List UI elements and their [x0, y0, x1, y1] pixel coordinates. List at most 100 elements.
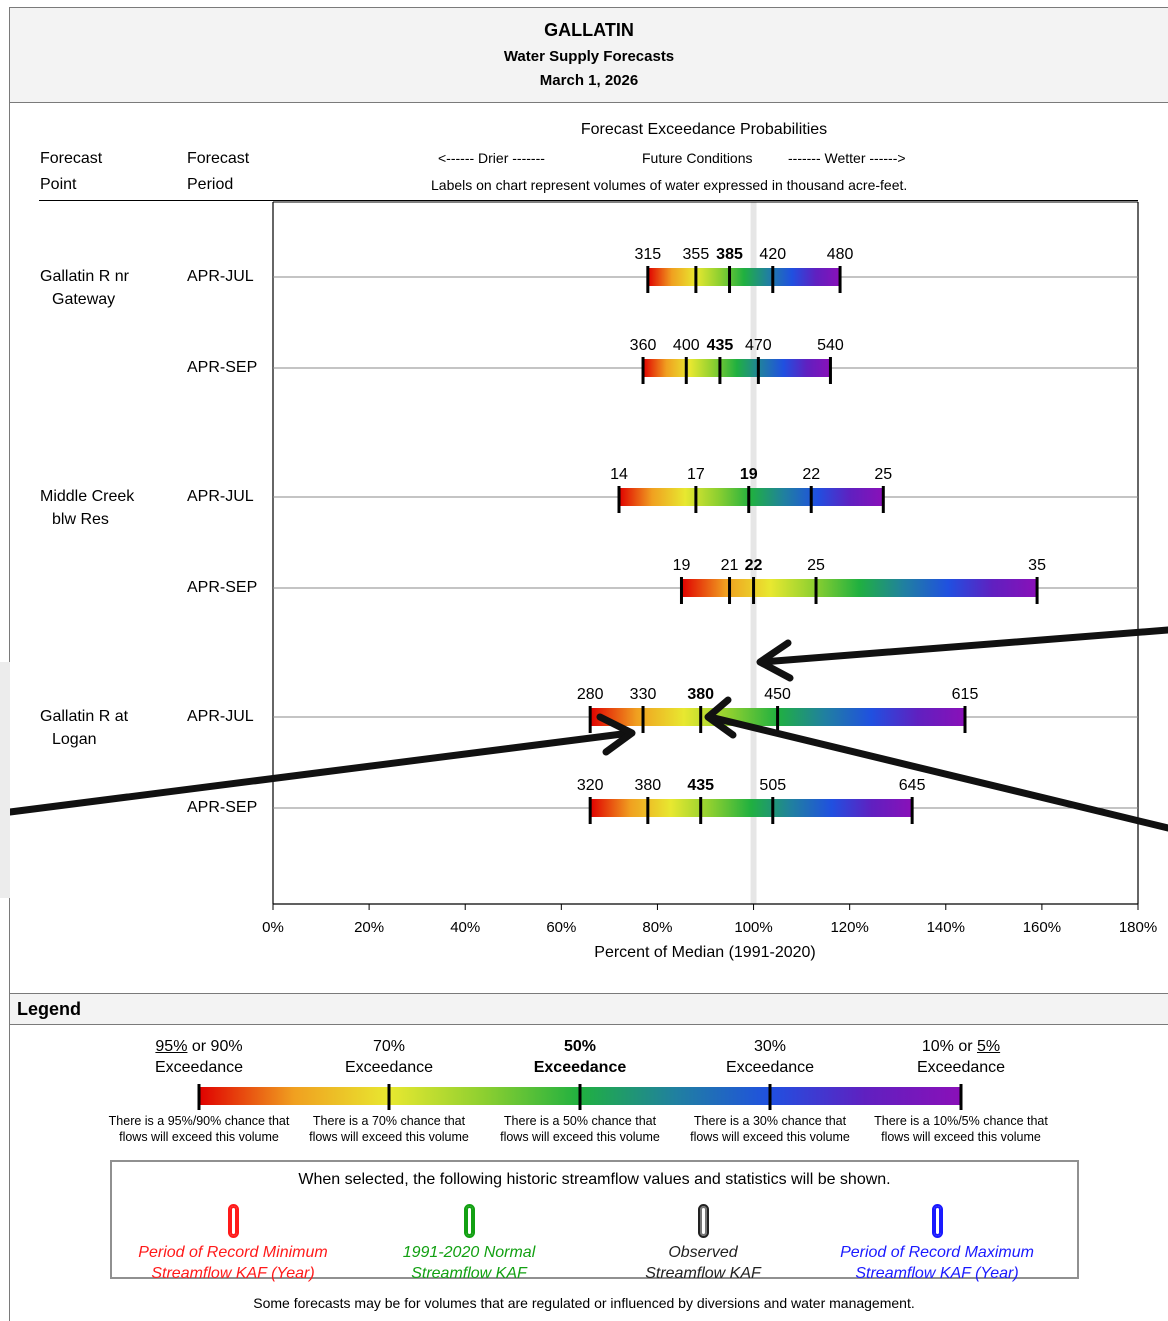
volume-label: 400 — [673, 337, 700, 354]
volume-label: 315 — [634, 246, 661, 263]
volume-label: 19 — [740, 466, 758, 483]
volume-label: 25 — [874, 466, 892, 483]
volume-label: 280 — [577, 686, 604, 703]
drier-label: <------ Drier ------- — [438, 150, 545, 166]
x-tick-label: 120% — [830, 919, 868, 936]
legend-exceedance-description: There is a 50% chance that flows will exc… — [500, 1114, 660, 1144]
volume-label: 435 — [687, 777, 714, 794]
forecast-point-label-line: Gateway — [52, 291, 116, 308]
historic-stat-item: Period of Record Minimum Streamflow KAF (… — [118, 1204, 348, 1284]
x-tick-label: 0% — [262, 919, 284, 936]
forecast-point-label-line: blw Res — [52, 511, 109, 528]
report-date: March 1, 2026 — [539, 72, 639, 89]
basin-title: GALLATIN — [544, 20, 634, 40]
volume-label: 540 — [817, 337, 844, 354]
forecast-period-label: APR-SEP — [187, 359, 258, 376]
volume-label: 25 — [807, 557, 825, 574]
volume-label: 645 — [899, 777, 926, 794]
x-axis-title: Percent of Median (1991-2020) — [594, 944, 815, 961]
forecast-period-heading-line2: Period — [187, 176, 234, 193]
forecast-point-heading: Forecast Point — [40, 146, 102, 198]
legend-gradient-bar — [197, 1084, 963, 1110]
forecast-bar — [619, 488, 884, 506]
forecast-point-label-line: Middle Creek — [40, 488, 135, 505]
report-subtitle: Water Supply Forecasts — [503, 48, 675, 65]
regulation-footnote: Some forecasts may be for volumes that a… — [253, 1295, 915, 1311]
x-tick-label: 180% — [1119, 919, 1157, 936]
historic-stat-item: Observed Streamflow KAF — [588, 1204, 818, 1284]
volume-label: 21 — [721, 557, 739, 574]
volume-label: 505 — [759, 777, 786, 794]
historic-stat-item: Period of Record Maximum Streamflow KAF (… — [822, 1204, 1052, 1284]
forecast-bar — [647, 268, 841, 286]
streamflow-marker-icon — [463, 1204, 475, 1238]
forecast-period-heading: Forecast Period — [187, 146, 249, 198]
volume-label: 435 — [707, 337, 734, 354]
volume-label: 470 — [745, 337, 772, 354]
header-rule — [39, 200, 1138, 201]
x-tick-label: 140% — [927, 919, 965, 936]
volume-units-note: Labels on chart represent volumes of wat… — [431, 177, 908, 193]
volume-label: 385 — [716, 246, 743, 263]
forecast-period-label: APR-JUL — [187, 708, 254, 725]
forecast-point-label: Middle Creek blw Res — [40, 485, 134, 531]
future-conditions-label: Future Conditions — [642, 150, 753, 166]
report-header: GALLATIN Water Supply Forecasts March 1,… — [10, 8, 1168, 103]
x-tick-label: 160% — [1023, 919, 1061, 936]
legend-header: Legend — [10, 993, 1168, 1025]
legend-exceedance-heading: 10% or 5% Exceedance — [916, 1038, 1006, 1076]
forecast-period-label: APR-SEP — [187, 579, 258, 596]
x-tick-label: 20% — [354, 919, 384, 936]
forecast-period-heading-line1: Forecast — [187, 150, 250, 167]
streamflow-marker-icon — [227, 1204, 239, 1238]
forecast-point-heading-line1: Forecast — [40, 150, 103, 167]
forecast-period-label: APR-JUL — [187, 488, 254, 505]
volume-label: 615 — [952, 686, 979, 703]
legend-exceedance-description: There is a 95%/90% chance that flows will… — [108, 1114, 290, 1144]
legend-exceedance-description: There is a 30% chance that flows will exc… — [690, 1114, 850, 1144]
x-tick-label: 100% — [734, 919, 772, 936]
legend-exceedance-heading: 50% Exceedance — [533, 1038, 627, 1076]
forecast-bar — [681, 579, 1038, 597]
streamflow-marker-icon — [697, 1204, 709, 1238]
median-reference-line — [750, 202, 757, 904]
volume-label: 19 — [673, 557, 691, 574]
forecast-point-label-line: Gallatin R at — [40, 708, 129, 725]
legend-exceedance-heading: 30% Exceedance — [725, 1038, 815, 1076]
forecast-point-label-line: Gallatin R nr — [40, 268, 129, 285]
volume-label: 14 — [610, 466, 628, 483]
x-tick-label: 40% — [450, 919, 480, 936]
x-tick-label: 80% — [642, 919, 672, 936]
volume-label: 35 — [1028, 557, 1046, 574]
volume-label: 330 — [630, 686, 657, 703]
volume-label: 320 — [577, 777, 604, 794]
volume-label: 420 — [759, 246, 786, 263]
x-tick-label: 60% — [546, 919, 576, 936]
wetter-label: ------- Wetter ------> — [788, 150, 906, 166]
volume-label: 355 — [683, 246, 710, 263]
legend-exceedance-description: There is a 70% chance that flows will exc… — [309, 1114, 469, 1144]
probabilities-title: Forecast Exceedance Probabilities — [580, 121, 828, 138]
volume-label: 360 — [630, 337, 657, 354]
exceedance-chart: 0% 20% 40% 60% 80% 100% 120% 140% 160% 180% Percen… — [262, 201, 1157, 961]
volume-label: 17 — [687, 466, 705, 483]
legend-exceedance-heading: 95% or 90% Exceedance — [154, 1038, 244, 1076]
volume-label: 380 — [634, 777, 661, 794]
forecast-point-label: Gallatin R nr Gateway — [40, 265, 129, 311]
historic-stat-item: 1991-2020 Normal Streamflow KAF — [354, 1204, 584, 1284]
forecast-period-label: APR-JUL — [187, 268, 254, 285]
historic-stats-box: When selected, the following historic st… — [110, 1160, 1079, 1282]
volume-label: 450 — [764, 686, 791, 703]
volume-label: 480 — [827, 246, 854, 263]
plot-area — [273, 202, 1138, 904]
forecast-bar — [643, 359, 831, 377]
legend-title: Legend — [17, 999, 82, 1019]
forecast-bar — [590, 799, 913, 817]
volume-label: 22 — [802, 466, 820, 483]
historic-stats-title: When selected, the following historic st… — [298, 1171, 891, 1188]
streamflow-marker-icon — [931, 1204, 943, 1238]
volume-label: 380 — [687, 686, 714, 703]
legend-exceedance-description: There is a 10%/5% chance that flows will … — [874, 1114, 1048, 1144]
left-edge-shade — [0, 662, 10, 898]
volume-label: 22 — [745, 557, 763, 574]
